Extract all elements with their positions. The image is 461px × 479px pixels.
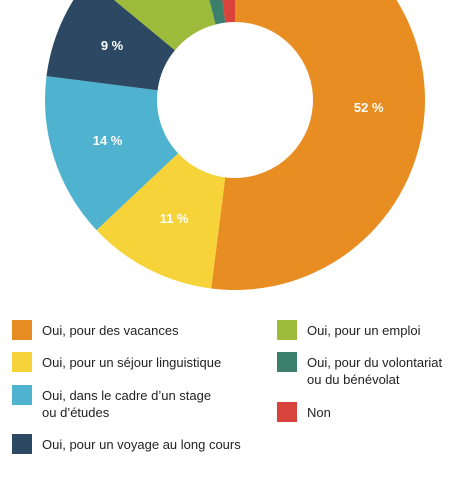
legend-item: Non bbox=[277, 402, 331, 422]
donut-slice bbox=[45, 76, 179, 231]
legend-label: Oui, pour des vacances bbox=[42, 323, 179, 338]
donut-slice bbox=[222, 0, 235, 23]
legend-label: Oui, pour du volontariat ou du bénévolat bbox=[307, 355, 443, 387]
donut-slice bbox=[46, 0, 175, 91]
legend-label: Oui, dans le cadre d’un stage ou d’étude… bbox=[42, 388, 212, 420]
legend-swatch bbox=[277, 352, 297, 372]
legend-swatch bbox=[12, 385, 32, 405]
legend-swatch bbox=[277, 402, 297, 422]
legend-swatch bbox=[12, 434, 32, 454]
legend-item: Oui, pour un emploi bbox=[277, 320, 421, 340]
legend-item: Oui, pour du volontariat ou du bénévolat bbox=[277, 352, 443, 388]
legend-label: Oui, pour un voyage au long cours bbox=[42, 437, 241, 452]
data-label: 52 % bbox=[354, 100, 384, 115]
legend-swatch bbox=[12, 320, 32, 340]
legend-label: Non bbox=[307, 405, 331, 420]
donut-slice bbox=[211, 0, 425, 290]
data-label: 14 % bbox=[93, 133, 123, 148]
legend-item: Oui, pour des vacances bbox=[12, 320, 179, 340]
legend-label: Oui, pour un emploi bbox=[307, 323, 421, 338]
legend-label: Oui, pour un séjour linguistique bbox=[42, 355, 222, 370]
legend-item: Oui, pour un voyage au long cours bbox=[12, 434, 241, 454]
donut-slice bbox=[96, 153, 226, 289]
legend-swatch bbox=[277, 320, 297, 340]
data-label: 11 % bbox=[160, 211, 189, 226]
legend-swatch bbox=[12, 352, 32, 372]
data-label: 9 % bbox=[101, 38, 124, 53]
donut-slice bbox=[209, 0, 226, 25]
chart: 52 % 11 % 14 % 9 % bbox=[45, 0, 425, 290]
donut-slice bbox=[114, 0, 216, 51]
legend-item: Oui, pour un séjour linguistique bbox=[12, 352, 222, 372]
legend-item: Oui, dans le cadre d’un stage ou d’étude… bbox=[12, 385, 212, 421]
